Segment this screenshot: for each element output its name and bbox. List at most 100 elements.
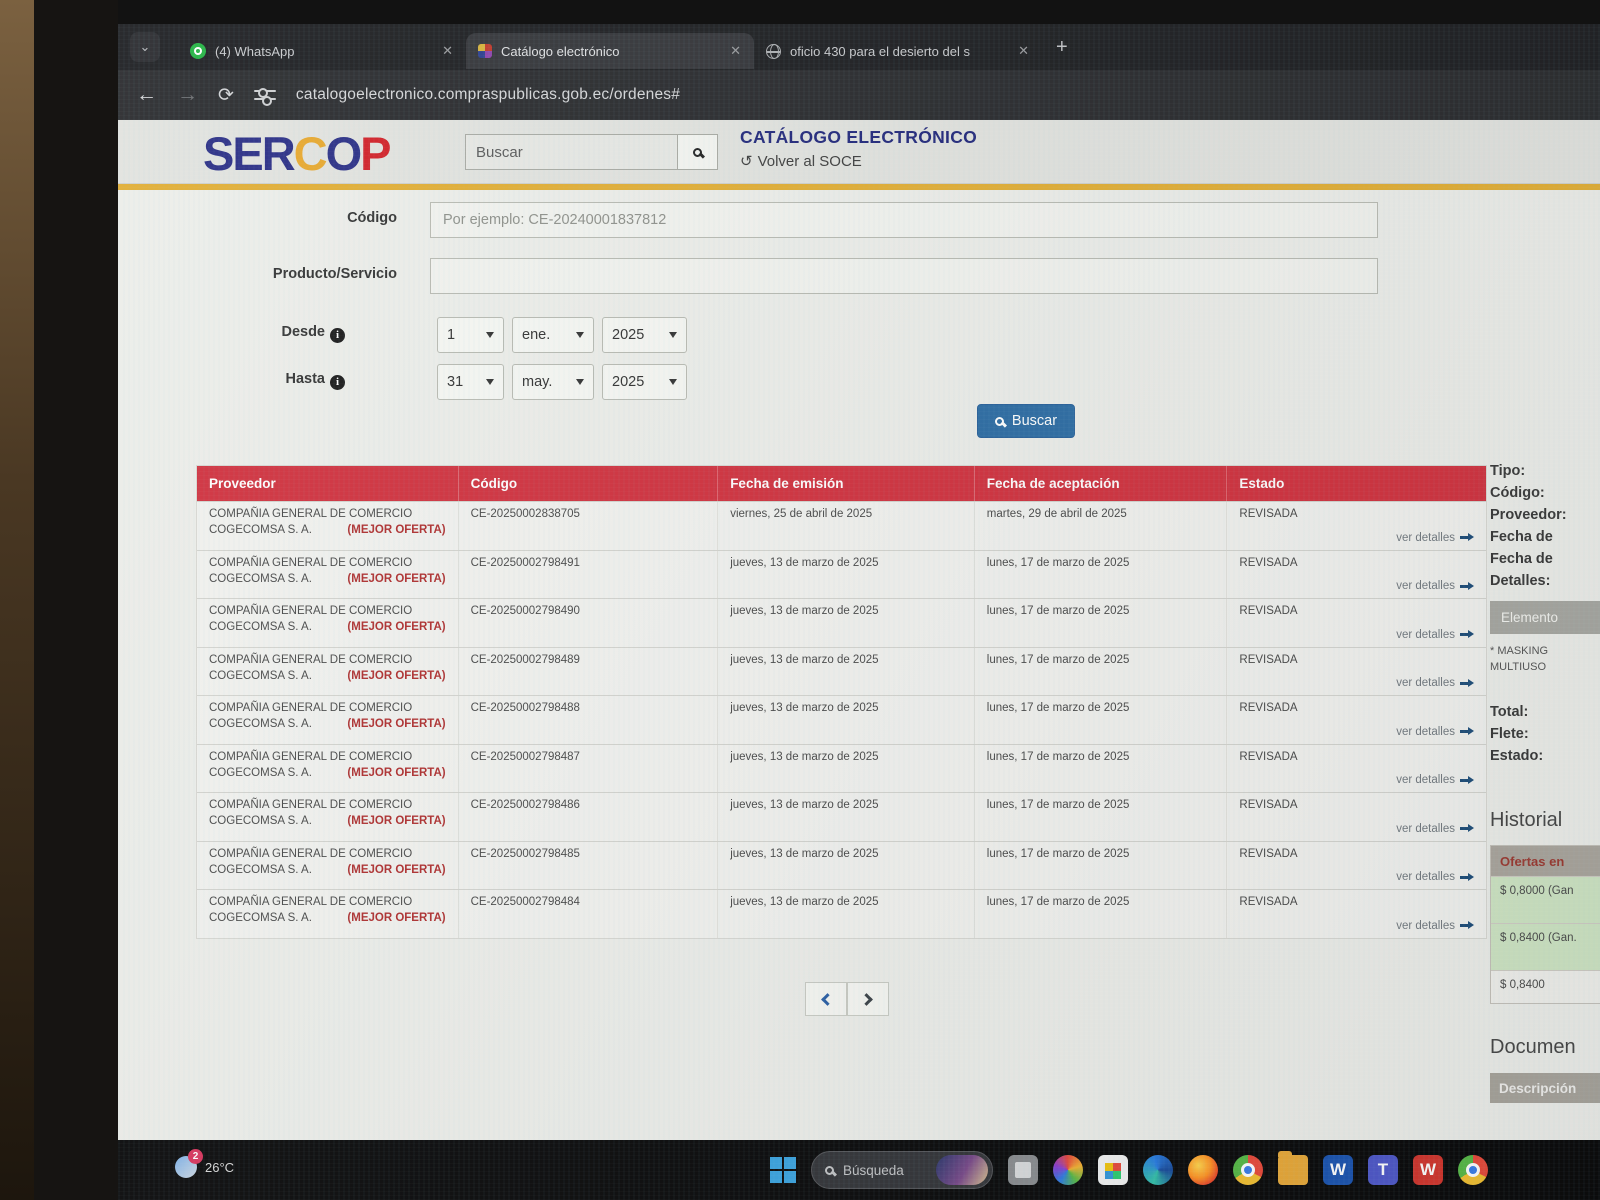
tipo-label: Tipo: bbox=[1490, 463, 1526, 479]
ver-detalles-link[interactable]: ver detalles bbox=[1396, 629, 1474, 641]
globe-icon bbox=[766, 43, 781, 59]
search-icon bbox=[693, 147, 702, 157]
word-app-icon[interactable]: W bbox=[1323, 1155, 1353, 1185]
tab-close-icon[interactable]: ✕ bbox=[1018, 43, 1029, 58]
hasta-month-select[interactable]: may. bbox=[512, 364, 594, 400]
status-badge: REVISADA bbox=[1239, 847, 1298, 860]
notification-badge: 2 bbox=[188, 1149, 203, 1164]
tab-search-button[interactable]: ⌄ bbox=[130, 32, 160, 62]
results-table: Proveedor Código Fecha de emisión Fecha … bbox=[196, 465, 1487, 939]
desde-month-select[interactable]: ene. bbox=[512, 317, 594, 353]
chevron-down-icon bbox=[486, 332, 494, 338]
ver-detalles-link[interactable]: ver detalles bbox=[1396, 580, 1474, 592]
arrow-right-icon bbox=[1460, 921, 1474, 929]
status-badge: REVISADA bbox=[1239, 799, 1298, 811]
forward-icon[interactable]: → bbox=[177, 83, 198, 106]
teams-app-icon[interactable]: T bbox=[1368, 1155, 1398, 1185]
provider-name: COMPAÑIA GENERAL DE COMERCIO bbox=[209, 556, 413, 569]
col-header-codigo: Código bbox=[459, 466, 719, 501]
ver-detalles-link[interactable]: ver detalles bbox=[1396, 774, 1474, 786]
file-explorer-icon[interactable] bbox=[1278, 1151, 1308, 1185]
back-icon[interactable]: ← bbox=[136, 83, 157, 106]
elemento-button[interactable]: Elemento bbox=[1490, 601, 1600, 634]
producto-servicio-label: Producto/Servicio bbox=[272, 266, 397, 282]
historial-title: Historial bbox=[1490, 809, 1563, 831]
microsoft-store-icon[interactable] bbox=[1098, 1155, 1128, 1185]
col-header-fecha-aceptacion: Fecha de aceptación bbox=[975, 466, 1228, 501]
edge-browser-icon[interactable] bbox=[1143, 1155, 1173, 1185]
chrome-browser-icon[interactable] bbox=[1233, 1155, 1263, 1185]
provider-name2: COGECOMSA S. A. bbox=[209, 815, 312, 827]
laptop-bezel-left bbox=[34, 0, 118, 1200]
chevron-down-icon bbox=[669, 379, 677, 385]
search-highlight-thumbnail bbox=[936, 1155, 988, 1185]
provider-name: COMPAÑIA GENERAL DE COMERCIO bbox=[209, 847, 413, 860]
next-page-button[interactable] bbox=[847, 982, 889, 1016]
ver-detalles-link[interactable]: ver detalles bbox=[1396, 532, 1474, 544]
tab-close-icon[interactable]: ✕ bbox=[442, 43, 453, 58]
accept-date: lunes, 17 de marzo de 2025 bbox=[975, 550, 1228, 598]
weather-widget[interactable]: 2 26°C bbox=[175, 1149, 235, 1178]
ver-detalles-link[interactable]: ver detalles bbox=[1396, 726, 1474, 738]
tab-catalogo-electronico[interactable]: Catálogo electrónico ✕ bbox=[466, 33, 754, 69]
provider-name2: COGECOMSA S. A. bbox=[209, 524, 312, 536]
order-details-panel: Tipo: Código: Proveedor: Fecha de Fecha … bbox=[1490, 460, 1600, 1103]
arrow-right-icon bbox=[1460, 872, 1474, 881]
product-description: * MASKING MULTIUSO bbox=[1490, 645, 1549, 673]
total-label: Total: bbox=[1490, 704, 1529, 720]
mejor-oferta-badge: (MEJOR OFERTA) bbox=[347, 815, 446, 827]
temperature: 26°C bbox=[205, 1159, 235, 1175]
offer-row-winner: $ 0,8000 (Gan bbox=[1491, 876, 1600, 923]
ver-detalles-link[interactable]: ver detalles bbox=[1396, 871, 1474, 883]
order-code: CE-20250002798489 bbox=[459, 647, 719, 695]
browser-tabstrip: ⌄ (4) WhatsApp ✕ Catálogo electrónico ✕ … bbox=[118, 24, 1600, 70]
buscar-button[interactable]: Buscar bbox=[977, 404, 1075, 438]
issue-date: jueves, 13 de marzo de 2025 bbox=[718, 696, 975, 744]
sercop-logo: SERCOP bbox=[203, 127, 392, 180]
issue-date: jueves, 13 de marzo de 2025 bbox=[718, 793, 975, 841]
provider-name2: COGECOMSA S. A. bbox=[209, 863, 312, 876]
info-icon[interactable] bbox=[330, 375, 345, 390]
ver-detalles-link[interactable]: ver detalles bbox=[1396, 677, 1474, 689]
tab-title: (4) WhatsApp bbox=[215, 43, 295, 59]
header-search-input[interactable] bbox=[465, 134, 678, 170]
arrow-right-icon bbox=[1460, 824, 1474, 832]
arrow-right-icon bbox=[1460, 581, 1474, 590]
ver-detalles-link[interactable]: ver detalles bbox=[1396, 823, 1474, 835]
info-icon[interactable] bbox=[330, 328, 345, 343]
tab-title: oficio 430 para el desierto del s bbox=[790, 43, 970, 59]
chrome-profile-icon[interactable] bbox=[1458, 1155, 1488, 1185]
photos-app-icon[interactable] bbox=[1053, 1155, 1083, 1185]
tab-close-icon[interactable]: ✕ bbox=[730, 43, 741, 58]
producto-servicio-input[interactable] bbox=[430, 258, 1378, 294]
hasta-day-select[interactable]: 31 bbox=[437, 364, 504, 400]
hasta-year-select[interactable]: 2025 bbox=[602, 364, 687, 400]
mejor-oferta-badge: (MEJOR OFERTA) bbox=[347, 912, 446, 924]
new-tab-button[interactable]: + bbox=[1056, 35, 1068, 58]
taskbar-search[interactable]: Búsqueda bbox=[811, 1151, 993, 1189]
header-search-button[interactable] bbox=[678, 134, 718, 170]
accept-date: lunes, 17 de marzo de 2025 bbox=[975, 890, 1228, 938]
ver-detalles-link[interactable]: ver detalles bbox=[1396, 920, 1474, 932]
codigo-input[interactable] bbox=[430, 202, 1378, 238]
wps-app-icon[interactable]: W bbox=[1413, 1155, 1443, 1185]
yellow-stripe bbox=[118, 184, 1600, 190]
prev-page-button[interactable] bbox=[805, 982, 847, 1016]
provider-name: COMPAÑIA GENERAL DE COMERCIO bbox=[209, 702, 413, 714]
desde-day-select[interactable]: 1 bbox=[437, 317, 504, 353]
table-row: COMPAÑIA GENERAL DE COMERCIO COGECOMSA S… bbox=[197, 889, 1486, 938]
desde-year-select[interactable]: 2025 bbox=[602, 317, 687, 353]
volver-al-soce-link[interactable]: Volver al SOCE bbox=[740, 152, 862, 170]
firefox-browser-icon[interactable] bbox=[1188, 1155, 1218, 1185]
reload-icon[interactable]: ⟳ bbox=[218, 84, 234, 106]
windows-start-button[interactable] bbox=[770, 1157, 796, 1183]
flete-label: Flete: bbox=[1490, 726, 1529, 742]
task-view-icon[interactable] bbox=[1008, 1155, 1038, 1185]
tab-whatsapp[interactable]: (4) WhatsApp ✕ bbox=[178, 33, 466, 69]
site-settings-icon[interactable] bbox=[253, 88, 276, 106]
windows-taskbar: 2 26°C Búsqueda W T W bbox=[118, 1140, 1600, 1200]
codigo-detail-label: Código: bbox=[1490, 485, 1545, 501]
tab-oficio[interactable]: oficio 430 para el desierto del s ✕ bbox=[754, 33, 1042, 69]
address-bar[interactable]: catalogoelectronico.compraspublicas.gob.… bbox=[295, 86, 681, 103]
provider-name2: COGECOMSA S. A. bbox=[209, 718, 312, 730]
